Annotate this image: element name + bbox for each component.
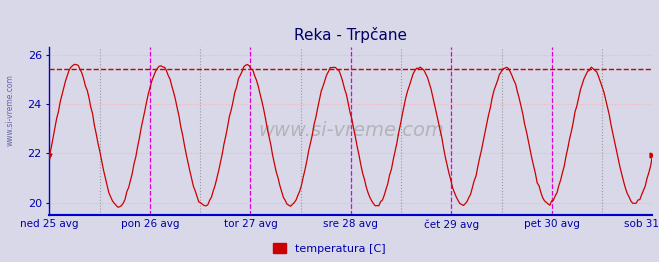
Text: www.si-vreme.com: www.si-vreme.com	[5, 74, 14, 146]
Title: Reka - Trpčane: Reka - Trpčane	[295, 27, 407, 43]
Text: www.si-vreme.com: www.si-vreme.com	[258, 122, 444, 140]
Legend: temperatura [C]: temperatura [C]	[273, 243, 386, 254]
